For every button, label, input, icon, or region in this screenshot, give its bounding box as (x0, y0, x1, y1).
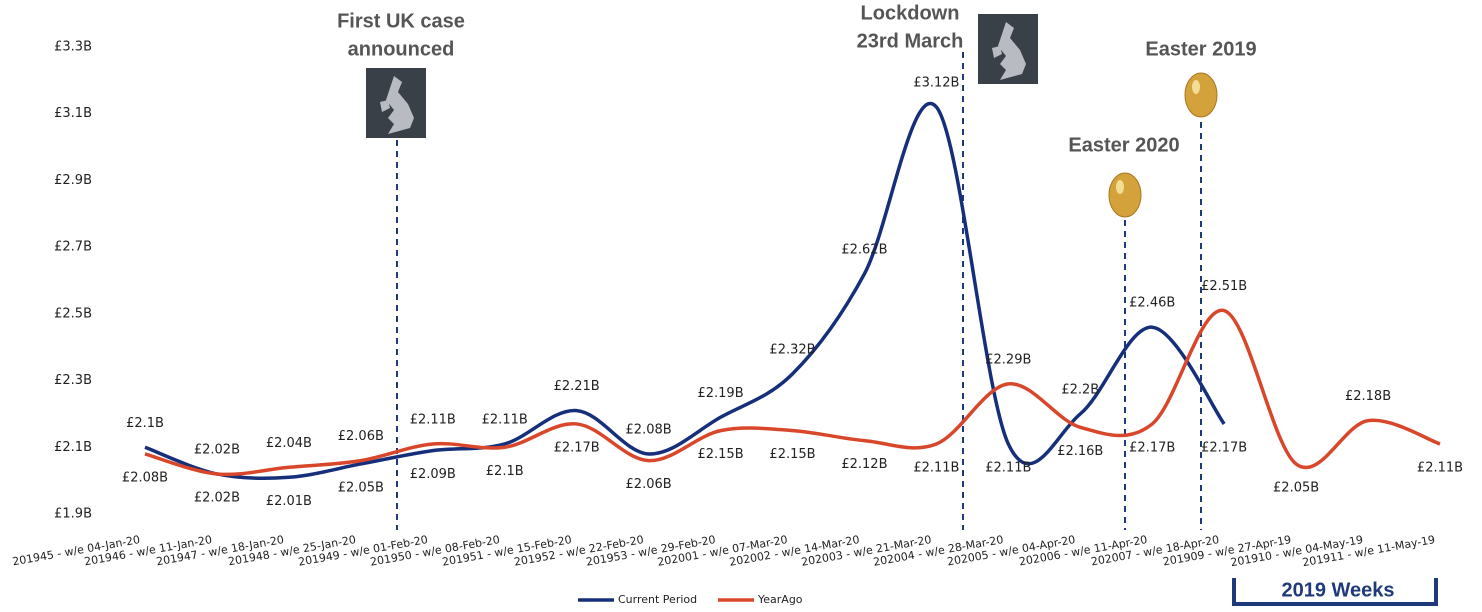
data-label: £2.16B (1057, 444, 1103, 459)
series-line (144, 102, 1226, 481)
data-label: £2.06B (338, 429, 384, 444)
data-label: £2.12B (841, 457, 887, 472)
map-shape (992, 22, 1026, 80)
bracket (1232, 578, 1438, 606)
y-tick-label: £2.5B (54, 306, 92, 321)
data-label: £2.29B (985, 352, 1031, 367)
annotation-text: Easter 2019 (1145, 38, 1256, 60)
data-label: £2.32B (769, 342, 815, 357)
data-label: £2.1B (486, 464, 524, 479)
data-label: £2.11B (985, 460, 1031, 475)
data-label: £2.02B (194, 490, 240, 505)
y-tick-label: £1.9B (54, 507, 92, 522)
data-label: £2.15B (697, 447, 743, 462)
legend-label: YearAgo (757, 593, 803, 606)
data-label: £2.17B (554, 440, 600, 455)
annotation-text: Lockdown (861, 2, 960, 24)
annotation-text: First UK case (337, 10, 465, 32)
data-label: £2.11B (410, 412, 456, 427)
data-label: £2.11B (482, 412, 528, 427)
data-label: £2.05B (1273, 480, 1319, 495)
data-label: £2.51B (1201, 279, 1247, 294)
series-line (144, 308, 1441, 477)
data-label: £2.19B (697, 386, 743, 401)
y-tick-label: £3.3B (54, 40, 92, 55)
data-label: £2.08B (122, 470, 168, 485)
data-label: £2.01B (266, 494, 312, 509)
data-label: £2.17B (1201, 440, 1247, 455)
map-shape (380, 76, 414, 134)
y-tick-label: £2.9B (54, 173, 92, 188)
data-label: £2.08B (626, 422, 672, 437)
data-label: £2.46B (1129, 296, 1175, 311)
data-label: £2.21B (554, 379, 600, 394)
egg-icon (1184, 72, 1218, 118)
data-label: £2.1B (126, 416, 164, 431)
egg-shine (1116, 180, 1124, 194)
egg-icon (1108, 172, 1142, 218)
data-label: £2.17B (1129, 440, 1175, 455)
bracket-label: 2019 Weeks (1281, 579, 1394, 601)
data-label: £2.06B (626, 477, 672, 492)
annotation-text: announced (348, 38, 455, 60)
y-tick-label: £2.7B (54, 240, 92, 255)
data-label: £2.11B (1417, 460, 1463, 475)
data-label: £2.15B (769, 447, 815, 462)
y-tick-label: £3.1B (54, 106, 92, 121)
data-label: £2.02B (194, 442, 240, 457)
data-label: £2.2B (1061, 382, 1099, 397)
y-tick-label: £2.3B (54, 373, 92, 388)
data-label: £2.09B (410, 467, 456, 482)
annotation-text: Easter 2020 (1068, 134, 1179, 156)
data-label: £2.04B (266, 436, 312, 451)
data-label: £2.05B (338, 480, 384, 495)
legend-label: Current Period (618, 593, 697, 606)
data-label: £2.18B (1345, 389, 1391, 404)
data-label: £2.62B (841, 242, 887, 257)
data-label: £2.11B (913, 460, 959, 475)
data-label: £3.12B (913, 76, 959, 91)
annotation-text: 23rd March (857, 30, 964, 52)
y-tick-label: £2.1B (54, 440, 92, 455)
egg-shine (1192, 80, 1200, 94)
